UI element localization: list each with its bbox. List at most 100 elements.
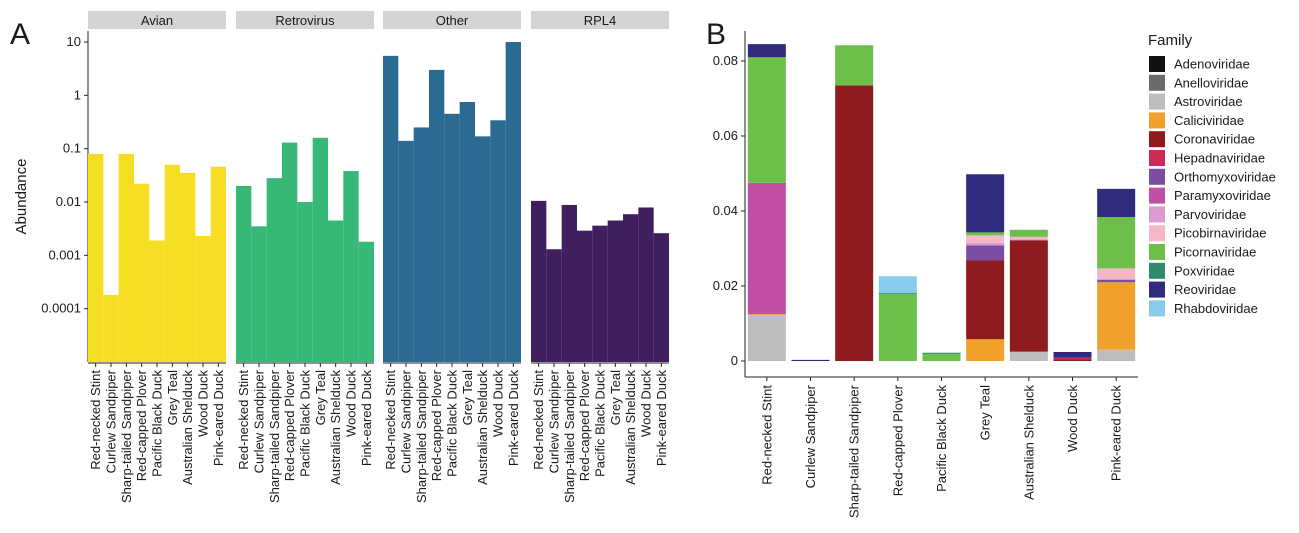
legend-label: Picobirnaviridae [1174, 226, 1267, 241]
y-tick-label-a: 1 [74, 87, 81, 102]
panel-letter-a: A [10, 18, 30, 51]
legend-swatch [1149, 206, 1165, 223]
bar-segment [1009, 239, 1048, 241]
stacked-bar [1097, 188, 1136, 361]
facet-strip [383, 11, 521, 29]
bar-segment [1053, 352, 1092, 358]
bar-segment [747, 315, 786, 361]
bar-segment [747, 182, 786, 315]
stacked-bar [878, 276, 917, 361]
bar [531, 200, 547, 362]
bar [592, 225, 608, 362]
stacked-bar [835, 45, 874, 361]
x-tick-label-a: Pink-eared Duck [359, 370, 374, 467]
x-tick-label-b: Red-necked Stint [759, 385, 774, 485]
legend-swatch [1149, 262, 1165, 279]
legend-item: Coronaviridae [1149, 131, 1255, 148]
x-tick-label-a: Australian Shelduck [623, 370, 638, 485]
legend-swatch [1149, 150, 1165, 166]
facet-rpl4: RPL4 Red-necked Stint Curlew Sandpiper Shar… [531, 11, 669, 503]
legend-label: Rhabdoviridae [1174, 301, 1258, 316]
bar-segment [1097, 268, 1136, 280]
legend-swatch [1149, 281, 1165, 298]
bar [251, 226, 267, 362]
legend-swatch [1149, 112, 1165, 129]
x-tick-label-a: Red-necked Stint [383, 370, 398, 470]
x-tick-label-b: Sharp-tailed Sandpiper [847, 384, 862, 518]
x-tick-label-a: Wood Duck [491, 370, 506, 437]
x-tick-label-b: Curlew Sandpiper [803, 384, 818, 488]
stacked-bar [791, 359, 830, 361]
legend-swatch [1149, 187, 1165, 204]
bar-segment [922, 353, 961, 361]
x-tick-label-b: Pacific Black Duck [934, 385, 949, 492]
x-tick-label-a: Curlew Sandpiper [547, 369, 562, 473]
bar-segment [1097, 282, 1136, 350]
bar [236, 185, 252, 362]
bar-segment [1053, 359, 1092, 361]
bar [546, 249, 562, 362]
x-tick-label-b: Pink-eared Duck [1109, 385, 1124, 482]
bar [282, 142, 298, 362]
x-tick-label-a: Red-capped Plover [134, 369, 149, 481]
stacked-bar [922, 352, 961, 361]
x-tick-label-a: Sharp-tailed Sandpiper [562, 369, 577, 503]
bar-segment [1009, 240, 1048, 352]
legend-item: Poxviridae [1149, 262, 1235, 279]
bar-segment [878, 276, 917, 294]
legend-swatch [1149, 300, 1165, 317]
x-tick-label-a: Pacific Black Duck [150, 370, 165, 477]
bar-segment [747, 314, 786, 316]
bar-segment [835, 45, 874, 86]
bar [653, 233, 669, 362]
x-tick-label-a: Red-capped Plover [429, 369, 444, 481]
legend-item: Astroviridae [1149, 93, 1243, 110]
stacked-bar [1053, 352, 1092, 361]
legend-item: Orthomyxoviridae [1149, 168, 1276, 185]
bar-segment [878, 293, 917, 295]
facet-other: Other Red-necked Stint Curlew Sandpiper Sha… [383, 11, 521, 503]
x-tick-label-a: Pink-eared Duck [211, 370, 226, 467]
bar [577, 230, 593, 362]
legend-label: Poxviridae [1174, 263, 1235, 278]
facet-retrovirus: Retrovirus Red-necked Stint Curlew Sandpip… [236, 11, 374, 503]
bar-segment [1009, 351, 1048, 361]
legend-item: Anelloviridae [1149, 74, 1248, 91]
y-tick-label-a: 0.01 [56, 194, 81, 209]
facet-strip-label: Avian [141, 13, 173, 28]
bar [413, 127, 429, 362]
legend-item: Reoviridae [1149, 281, 1236, 298]
legend-label: Orthomyxoviridae [1174, 169, 1276, 184]
legend: Family Adenoviridae Anelloviridae Astroviri… [1148, 32, 1276, 317]
bar [383, 55, 399, 363]
bar [195, 236, 211, 362]
bar [607, 220, 623, 362]
bar-segment [922, 352, 961, 354]
bar-segment [966, 242, 1005, 246]
bar [312, 137, 328, 362]
bar [561, 204, 577, 362]
facet-strip-label: Other [436, 13, 469, 28]
x-tick-label-a: Wood Duck [639, 370, 654, 437]
x-tick-label-a: Sharp-tailed Sandpiper [267, 369, 282, 503]
facet-avian: Avian Red-necked Stint Curlew Sandpiper Sha… [88, 11, 226, 503]
legend-item: Paramyxoviridae [1149, 187, 1271, 204]
legend-item: Rhabdoviridae [1149, 300, 1258, 317]
y-tick-label-a: 0.001 [48, 247, 81, 262]
legend-item: Parvoviridae [1149, 206, 1246, 223]
bar [149, 240, 165, 362]
legend-label: Anelloviridae [1174, 75, 1248, 90]
facet-strip-label: RPL4 [584, 13, 617, 28]
bar [343, 171, 359, 362]
x-tick-label-a: Curlew Sandpiper [104, 369, 119, 473]
legend-label: Reoviridae [1174, 282, 1236, 297]
bar-segment [1097, 188, 1136, 217]
facet-strip-label: Retrovirus [275, 13, 335, 28]
y-tick-label-b: 0.02 [713, 278, 738, 293]
bar-segment [835, 85, 874, 361]
bar [88, 153, 104, 362]
legend-label: Caliciviridae [1174, 113, 1244, 128]
bar [118, 153, 134, 362]
x-tick-label-a: Grey Teal [313, 370, 328, 426]
legend-label: Astroviridae [1174, 94, 1243, 109]
